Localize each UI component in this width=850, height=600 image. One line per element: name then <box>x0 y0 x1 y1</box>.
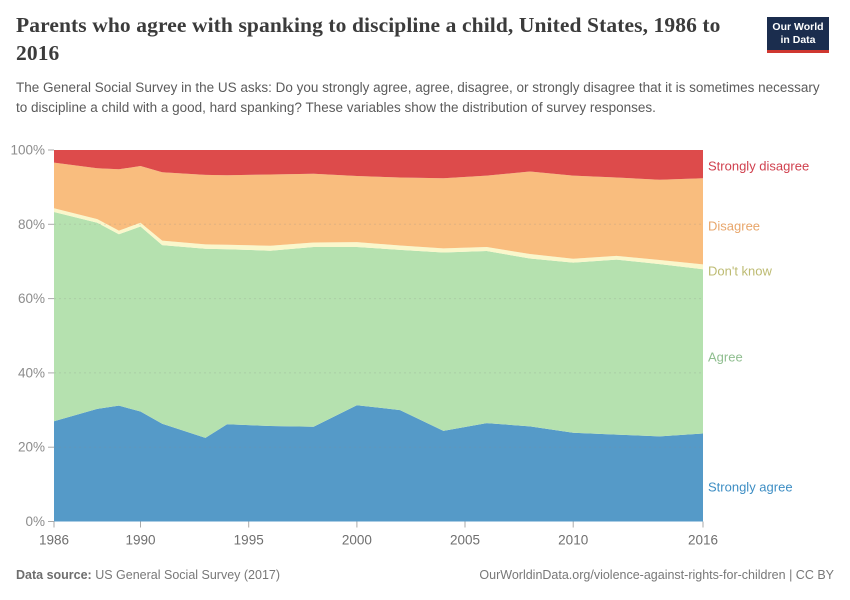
area-strongly-disagree[interactable] <box>54 150 703 180</box>
x-tick-label-2010: 2010 <box>558 533 588 548</box>
owid-logo-line1: Our World <box>772 20 824 33</box>
y-tick-label-0: 0% <box>25 514 45 529</box>
stacked-area-chart[interactable]: 0% 20% 40% 60% 80% 100% 1986 1990 1995 2000 2005 20… <box>0 140 850 600</box>
y-tick-label-40: 40% <box>18 365 45 380</box>
area-agree[interactable] <box>54 212 703 438</box>
x-tick-label-1990: 1990 <box>125 533 155 548</box>
page-title: Parents who agree with spanking to disci… <box>16 13 721 65</box>
owid-url-link[interactable]: OurWorldinData.org/violence-against-righ… <box>479 568 786 582</box>
license-badge: CC BY <box>795 568 834 582</box>
y-tick-label-60: 60% <box>18 291 45 306</box>
data-source-label: Data source: <box>16 568 92 582</box>
series-label-strongly-disagree: Strongly disagree <box>708 158 810 174</box>
x-tick-label-1995: 1995 <box>234 533 264 548</box>
y-tick-label-20: 20% <box>18 440 45 455</box>
x-tick-label-2000: 2000 <box>342 533 372 548</box>
series-label-dont-know: Don't know <box>708 263 772 279</box>
footer-credit: OurWorldinData.org/violence-against-righ… <box>479 568 834 582</box>
x-tick-label-1986: 1986 <box>39 533 69 548</box>
chart-footer: Data source: US General Social Survey (2… <box>16 568 834 582</box>
data-source-note: Data source: US General Social Survey (2… <box>16 568 280 582</box>
chart-canvas[interactable]: 0% 20% 40% 60% 80% 100% 1986 1990 1995 2000 2005 20… <box>0 140 850 600</box>
series-label-agree: Agree <box>708 349 743 365</box>
area-strongly-agree[interactable] <box>54 405 703 522</box>
data-source-value: US General Social Survey (2017) <box>95 568 281 582</box>
y-tick-label-80: 80% <box>18 217 45 232</box>
y-tick-label-100: 100% <box>10 143 45 158</box>
x-tick-label-2005: 2005 <box>450 533 480 548</box>
area-disagree[interactable] <box>54 162 703 265</box>
series-label-disagree: Disagree <box>708 218 761 234</box>
series-label-strongly-agree: Strongly agree <box>708 479 793 495</box>
x-tick-label-2016: 2016 <box>688 533 718 548</box>
footer-separator: | <box>789 568 793 582</box>
owid-logo: Our World in Data <box>767 17 829 53</box>
chart-subtitle: The General Social Survey in the US asks… <box>16 80 820 115</box>
owid-logo-line2: in Data <box>780 33 816 46</box>
